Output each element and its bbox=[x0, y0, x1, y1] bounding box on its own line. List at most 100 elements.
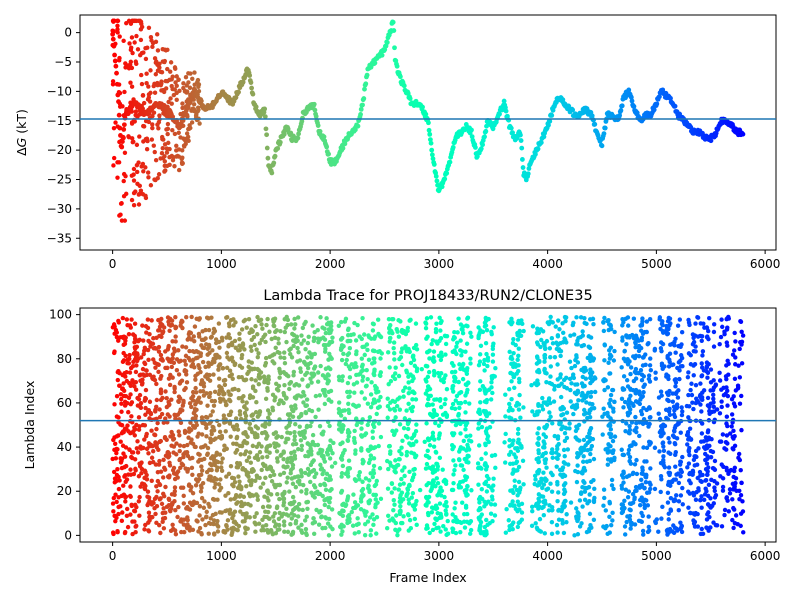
lambda-point bbox=[568, 500, 574, 505]
lambda-point bbox=[691, 339, 697, 345]
dg-point bbox=[668, 95, 673, 101]
lambda-point bbox=[327, 351, 332, 357]
lambda-point bbox=[255, 497, 260, 502]
lambda-point bbox=[399, 445, 404, 450]
lambda-point bbox=[423, 377, 428, 382]
dg-point bbox=[134, 142, 140, 148]
lambda-point bbox=[122, 399, 128, 404]
lambda-point bbox=[386, 466, 391, 472]
lambda-point bbox=[641, 390, 646, 395]
lambda-point bbox=[258, 375, 263, 380]
dg-point bbox=[296, 131, 301, 137]
lambda-point bbox=[725, 403, 730, 408]
dg-point bbox=[146, 175, 151, 180]
lambda-point bbox=[255, 354, 260, 360]
lambda-point bbox=[186, 331, 192, 337]
dg-point bbox=[159, 151, 165, 156]
lambda-point bbox=[198, 389, 203, 394]
lambda-point bbox=[733, 513, 739, 518]
lambda-points-group bbox=[110, 314, 746, 538]
lambda-point bbox=[137, 392, 143, 398]
lambda-point bbox=[509, 316, 514, 322]
lambda-point bbox=[176, 372, 182, 377]
lambda-point bbox=[678, 493, 684, 498]
lambda-point bbox=[370, 435, 376, 441]
dg-y-tick-label: −30 bbox=[47, 202, 72, 216]
lambda-point bbox=[316, 407, 321, 412]
lambda-point bbox=[438, 378, 444, 383]
lambda-point bbox=[468, 356, 473, 361]
lambda-point bbox=[263, 339, 268, 345]
lambda-point bbox=[442, 401, 447, 407]
dg-point bbox=[143, 165, 148, 170]
lambda-point bbox=[112, 441, 118, 446]
lambda-point bbox=[249, 377, 254, 382]
dg-point bbox=[151, 83, 156, 89]
lambda-point bbox=[282, 360, 288, 366]
lambda-point bbox=[737, 346, 742, 352]
dg-point bbox=[141, 123, 146, 129]
dg-point bbox=[510, 130, 516, 136]
lambda-point bbox=[308, 479, 313, 485]
lambda-point bbox=[664, 331, 670, 337]
lambda-point bbox=[305, 383, 311, 388]
lambda-point bbox=[673, 464, 678, 469]
lambda-point bbox=[351, 365, 357, 370]
lambda-point bbox=[559, 426, 564, 432]
lambda-point bbox=[540, 395, 545, 401]
dg-point bbox=[262, 114, 268, 119]
lambda-point bbox=[484, 399, 489, 405]
lambda-point bbox=[302, 518, 308, 523]
lambda-point bbox=[564, 426, 569, 431]
lambda-point bbox=[444, 511, 449, 517]
lambda-point bbox=[469, 488, 474, 493]
lambda-point bbox=[453, 463, 458, 468]
lambda-point bbox=[262, 514, 267, 520]
lambda-point bbox=[549, 489, 555, 494]
lambda-point bbox=[589, 390, 594, 395]
lambda-point bbox=[267, 504, 272, 509]
lambda-point bbox=[232, 386, 237, 392]
lambda-point bbox=[607, 514, 612, 520]
dg-point bbox=[129, 35, 135, 40]
lambda-point bbox=[397, 422, 403, 427]
lambda-point bbox=[610, 518, 615, 523]
lambda-point bbox=[194, 518, 199, 523]
dg-point bbox=[247, 73, 253, 78]
lambda-point bbox=[458, 400, 464, 406]
lambda-point bbox=[190, 472, 195, 477]
dg-point bbox=[300, 115, 305, 121]
lambda-point bbox=[639, 519, 644, 525]
lambda-point bbox=[139, 471, 144, 476]
lambda-point bbox=[189, 465, 195, 471]
lambda-point bbox=[159, 501, 165, 507]
lambda-point bbox=[137, 513, 142, 518]
lambda-point bbox=[464, 434, 469, 439]
lambda-point bbox=[549, 508, 555, 513]
lambda-point bbox=[273, 345, 278, 350]
lambda-point bbox=[698, 531, 703, 537]
lambda-point bbox=[555, 530, 560, 535]
lambda-point bbox=[463, 399, 468, 405]
lambda-point bbox=[656, 411, 661, 416]
lambda-point bbox=[149, 428, 154, 433]
dg-point bbox=[115, 92, 121, 98]
lambda-point bbox=[205, 451, 210, 456]
lambda-point bbox=[401, 514, 406, 519]
lambda-point bbox=[170, 501, 175, 506]
lambda-point bbox=[246, 316, 252, 322]
lambda-point bbox=[400, 438, 405, 443]
lambda-point bbox=[356, 521, 361, 527]
lambda-point bbox=[590, 401, 595, 407]
dg-point bbox=[118, 212, 123, 217]
lambda-point bbox=[163, 365, 168, 371]
lambda-point bbox=[260, 326, 265, 331]
lambda-point bbox=[249, 492, 254, 498]
lambda-point bbox=[627, 423, 632, 429]
dg-y-axis-label: ΔG (kT) bbox=[14, 109, 29, 156]
lambda-point bbox=[463, 427, 468, 432]
dg-point bbox=[110, 28, 115, 33]
lambda-point bbox=[371, 522, 376, 528]
lambda-point bbox=[631, 403, 636, 409]
dg-point bbox=[541, 134, 547, 140]
